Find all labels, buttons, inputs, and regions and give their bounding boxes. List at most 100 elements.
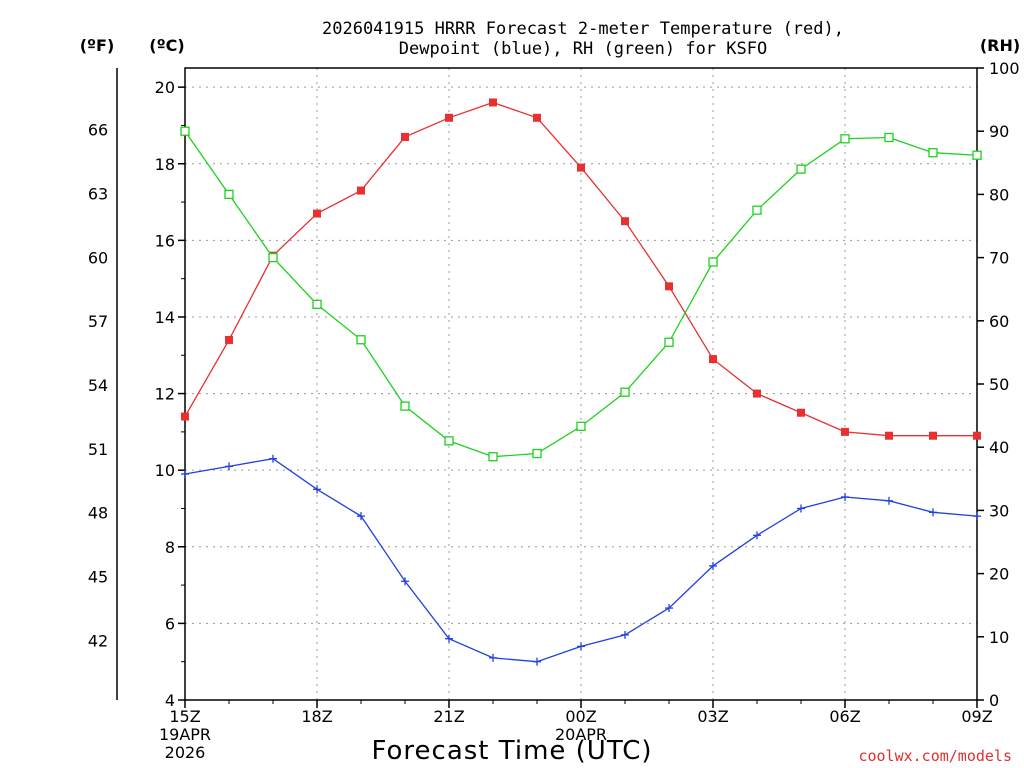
series-temperature <box>181 98 981 440</box>
f-tick-label: 66 <box>88 121 108 140</box>
rh-tick-label: 30 <box>989 501 1009 520</box>
c-tick-label: 12 <box>155 385 175 404</box>
c-tick-label: 14 <box>155 308 175 327</box>
rh-tick-label: 0 <box>989 691 999 710</box>
data-point <box>313 209 321 218</box>
data-point <box>576 421 586 431</box>
rh-tick-label: 10 <box>989 628 1009 647</box>
data-point <box>929 431 937 440</box>
data-point <box>489 98 497 107</box>
x-tick-label: 09Z <box>961 707 992 726</box>
x-tick-label: 18Z <box>301 707 332 726</box>
rh-tick-label: 70 <box>989 249 1009 268</box>
data-point <box>708 257 718 267</box>
data-point <box>752 205 762 215</box>
data-point <box>577 163 585 172</box>
data-point <box>972 150 982 160</box>
data-point <box>357 512 365 521</box>
x-axis-label: Forecast Time (UTC) <box>371 736 652 766</box>
data-point <box>533 113 541 122</box>
data-point <box>797 504 805 513</box>
celsius-unit-label: (ºC) <box>149 36 184 55</box>
data-point <box>225 335 233 344</box>
x-tick-label: 03Z <box>697 707 728 726</box>
data-point <box>488 452 498 462</box>
data-point <box>973 512 981 521</box>
x-tick-label: 21Z <box>433 707 464 726</box>
c-tick-label: 18 <box>155 155 175 174</box>
data-point <box>621 217 629 226</box>
data-point <box>400 401 410 411</box>
data-point <box>664 337 674 347</box>
data-point <box>180 126 190 136</box>
series-rh <box>180 126 982 462</box>
f-tick-label: 54 <box>88 376 108 395</box>
f-tick-label: 48 <box>88 504 108 523</box>
data-point <box>665 604 673 613</box>
data-point <box>665 282 673 291</box>
data-point <box>753 531 761 540</box>
data-point <box>840 134 850 144</box>
data-point <box>401 577 409 586</box>
data-point <box>885 431 893 440</box>
data-point <box>929 508 937 517</box>
rh-tick-label: 60 <box>989 312 1009 331</box>
data-point <box>357 186 365 195</box>
data-point <box>973 431 981 440</box>
data-point <box>928 148 938 158</box>
data-point <box>225 462 233 471</box>
data-point <box>709 561 717 570</box>
x-tick-label: 06Z <box>829 707 860 726</box>
x-tick-label: 15Z <box>169 707 200 726</box>
data-point <box>401 132 409 141</box>
data-point <box>312 299 322 310</box>
data-point <box>841 492 849 501</box>
data-point <box>181 470 189 479</box>
data-point <box>884 132 894 143</box>
data-point <box>269 454 277 463</box>
f-tick-label: 63 <box>88 185 108 204</box>
data-series <box>180 98 982 666</box>
f-tick-label: 57 <box>88 312 108 331</box>
credit-text: coolwx.com/models <box>858 747 1012 765</box>
f-tick-label: 60 <box>88 248 108 267</box>
rh-unit-label: (RH) <box>980 36 1020 55</box>
data-point <box>885 496 893 505</box>
data-point <box>356 335 366 345</box>
series-dewpoint <box>181 454 981 666</box>
fahrenheit-unit-label: (ºF) <box>80 36 115 55</box>
data-point <box>313 485 321 494</box>
rh-tick-label: 50 <box>989 375 1009 394</box>
x-tick-label: 2026 <box>165 743 206 762</box>
data-point <box>444 436 454 446</box>
data-point <box>841 427 849 436</box>
data-point <box>268 252 278 263</box>
data-point <box>445 634 453 643</box>
data-point <box>181 412 189 421</box>
data-point <box>577 642 585 651</box>
x-tick-label: 20APR <box>555 725 607 744</box>
data-point <box>533 657 541 666</box>
f-tick-label: 42 <box>88 631 108 650</box>
x-tick-label: 00Z <box>565 707 596 726</box>
rh-tick-label: 90 <box>989 122 1009 141</box>
data-point <box>532 448 542 459</box>
c-tick-label: 20 <box>155 78 175 97</box>
c-tick-label: 4 <box>165 691 175 710</box>
f-tick-label: 51 <box>88 440 108 459</box>
data-point <box>445 113 453 122</box>
data-point <box>709 355 717 364</box>
data-point <box>224 189 234 200</box>
data-point <box>753 389 761 398</box>
chart-title-line-1: 2026041915 HRRR Forecast 2-meter Tempera… <box>322 19 844 39</box>
data-point <box>489 653 497 662</box>
rh-tick-label: 40 <box>989 438 1009 457</box>
rh-tick-label: 100 <box>989 59 1020 78</box>
rh-tick-label: 20 <box>989 565 1009 584</box>
data-point <box>797 408 805 417</box>
grid-lines <box>185 68 977 700</box>
c-tick-label: 6 <box>165 614 175 633</box>
f-tick-label: 45 <box>88 568 108 587</box>
chart-title-line-2: Dewpoint (blue), RH (green) for KSFO <box>399 39 767 59</box>
data-point <box>621 630 629 639</box>
